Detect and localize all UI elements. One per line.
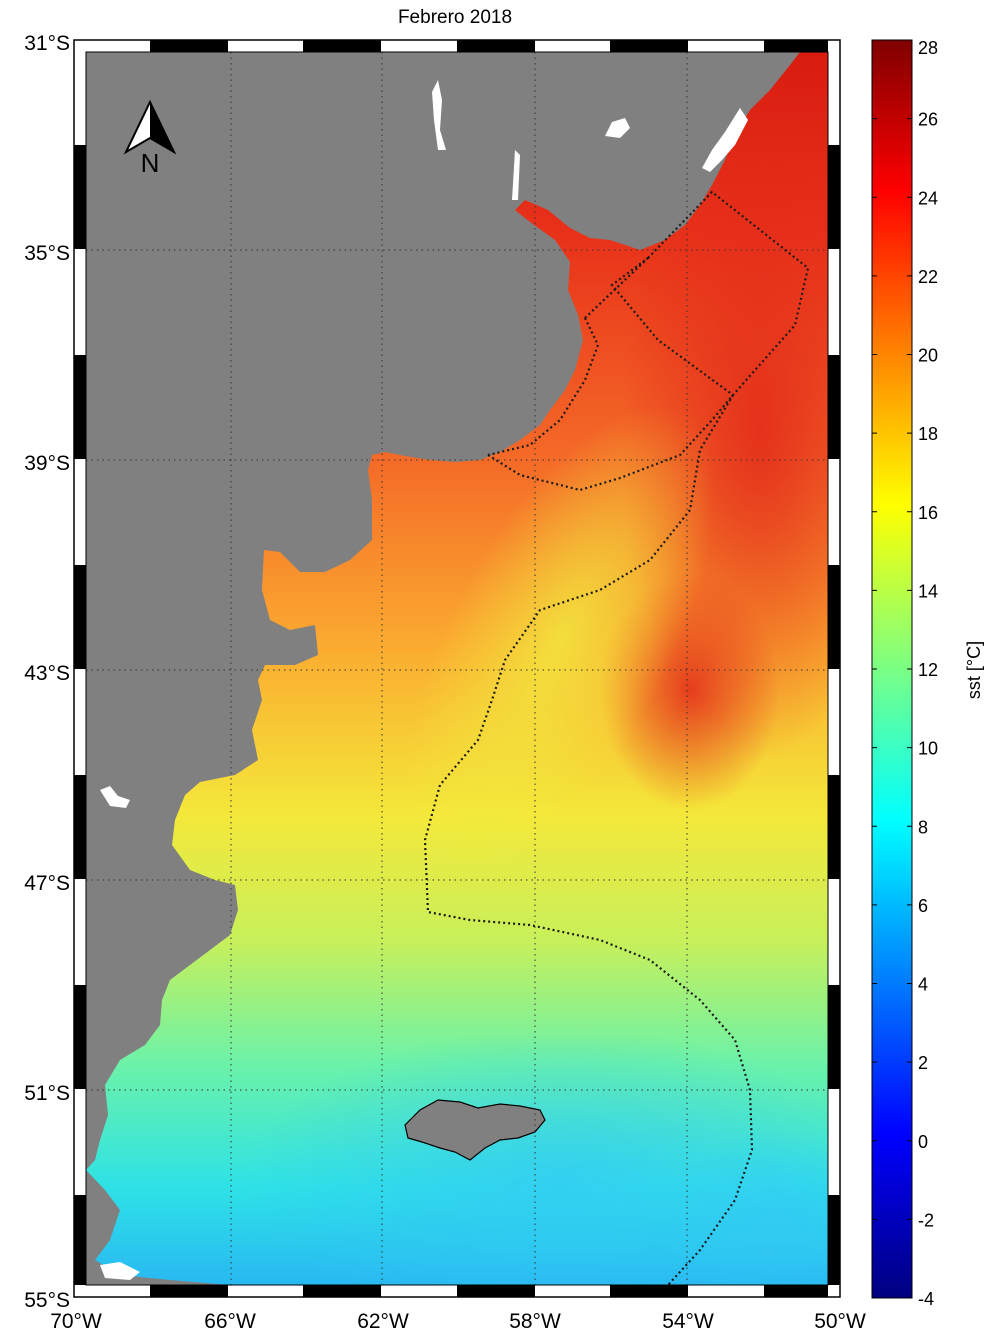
lat-label: 43°S	[24, 662, 70, 685]
colorbar-tick-label: 14	[918, 581, 938, 601]
lat-label: 39°S	[24, 452, 70, 475]
colorbar-tick-label: -4	[918, 1289, 934, 1309]
cold-southeast-region	[660, 1130, 828, 1285]
longitude-labels: 70°W 66°W 62°W 58°W 54°W 50°W	[50, 1310, 866, 1333]
north-arrow-label: N	[141, 148, 160, 178]
latitude-labels: 31°S 35°S 39°S 43°S 47°S 51°S 55°S	[24, 32, 70, 1312]
lake-north-2	[512, 150, 520, 200]
colorbar-tick-label: 6	[918, 896, 928, 916]
lat-label: 35°S	[24, 242, 70, 265]
graticule	[86, 52, 828, 1285]
lat-label: 31°S	[24, 32, 70, 55]
boundary-coastal	[487, 317, 600, 457]
lon-label: 58°W	[509, 1310, 561, 1333]
lake-patagonia-1	[100, 786, 130, 808]
colorbar-tick-label: 22	[918, 267, 938, 287]
colorbar-tick-label: 2	[918, 1053, 928, 1073]
colorbar-tick-label: 16	[918, 503, 938, 523]
lat-label: 47°S	[24, 872, 70, 895]
north-arrow-icon: N	[123, 99, 177, 178]
map-border-ticks	[74, 40, 840, 1297]
lat-label: 51°S	[24, 1082, 70, 1105]
lon-label: 66°W	[204, 1310, 256, 1333]
lake-patagonia-2	[100, 1262, 140, 1280]
lagoon-mirim	[605, 118, 630, 138]
map-title: Febrero 2018	[398, 7, 512, 28]
lon-label: 50°W	[814, 1310, 866, 1333]
lat-label: 55°S	[24, 1289, 70, 1312]
zone-boundaries	[423, 190, 810, 1285]
lon-label: 62°W	[357, 1310, 409, 1333]
lon-label: 54°W	[662, 1310, 714, 1333]
sst-field	[86, 52, 828, 1285]
colorbar-tick-label: 20	[918, 346, 938, 366]
colorbar-tick-label: 0	[918, 1132, 928, 1152]
colorbar-tick-label: 24	[918, 188, 938, 208]
boundary-outer-shelf	[423, 394, 754, 1285]
colorbar-tick-label: 18	[918, 424, 938, 444]
colorbar-tick-label: 4	[918, 975, 928, 995]
land-southern-tip	[86, 1170, 230, 1285]
colorbar-tick-label: 8	[918, 817, 928, 837]
colorbar-tick-label: 26	[918, 110, 938, 130]
colorbar-tick-label: 10	[918, 739, 938, 759]
south-america-land	[86, 52, 800, 1170]
lake-north-1	[432, 80, 446, 150]
colorbar-tick-label: 12	[918, 660, 938, 680]
colorbar-tick-label: 28	[918, 38, 938, 58]
colorbar-tick-label: -2	[918, 1210, 934, 1230]
boundary-polygon-north	[487, 257, 734, 492]
malvinas-current-tongue	[404, 404, 716, 876]
colorbar-label: sst [°C]	[964, 641, 984, 699]
lon-label: 70°W	[50, 1310, 102, 1333]
malvinas-islands	[404, 1099, 546, 1161]
colorbar-gradient	[871, 39, 913, 1299]
lagoon-dos-patos	[702, 108, 748, 172]
